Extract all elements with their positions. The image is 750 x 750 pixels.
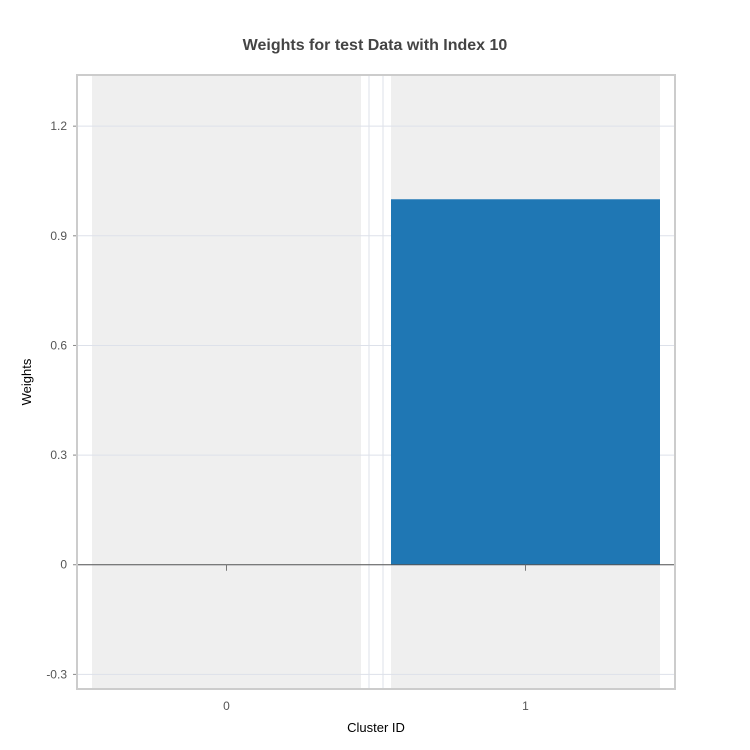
- chart-title: Weights for test Data with Index 10: [243, 37, 508, 54]
- y-tick-label-1: 0: [60, 558, 67, 572]
- bar-1: [391, 199, 660, 565]
- y-axis-label: Weights: [19, 358, 34, 405]
- plot-area: 0 1 -0.3 0 0.3 0.6 0.9 1.2: [46, 74, 676, 713]
- plot-frame: [76, 74, 676, 690]
- y-tick-label-4: 0.9: [50, 229, 67, 243]
- y-tick-label-3: 0.6: [50, 338, 67, 352]
- y-tick-label-0: -0.3: [46, 667, 67, 681]
- category-band-0: [92, 75, 361, 689]
- y-tick-label-5: 1.2: [50, 119, 67, 133]
- x-axis-label: Cluster ID: [347, 720, 405, 735]
- y-tick-label-2: 0.3: [50, 448, 67, 462]
- x-tick-label-1: 1: [522, 699, 529, 713]
- x-tick-label-0: 0: [223, 699, 230, 713]
